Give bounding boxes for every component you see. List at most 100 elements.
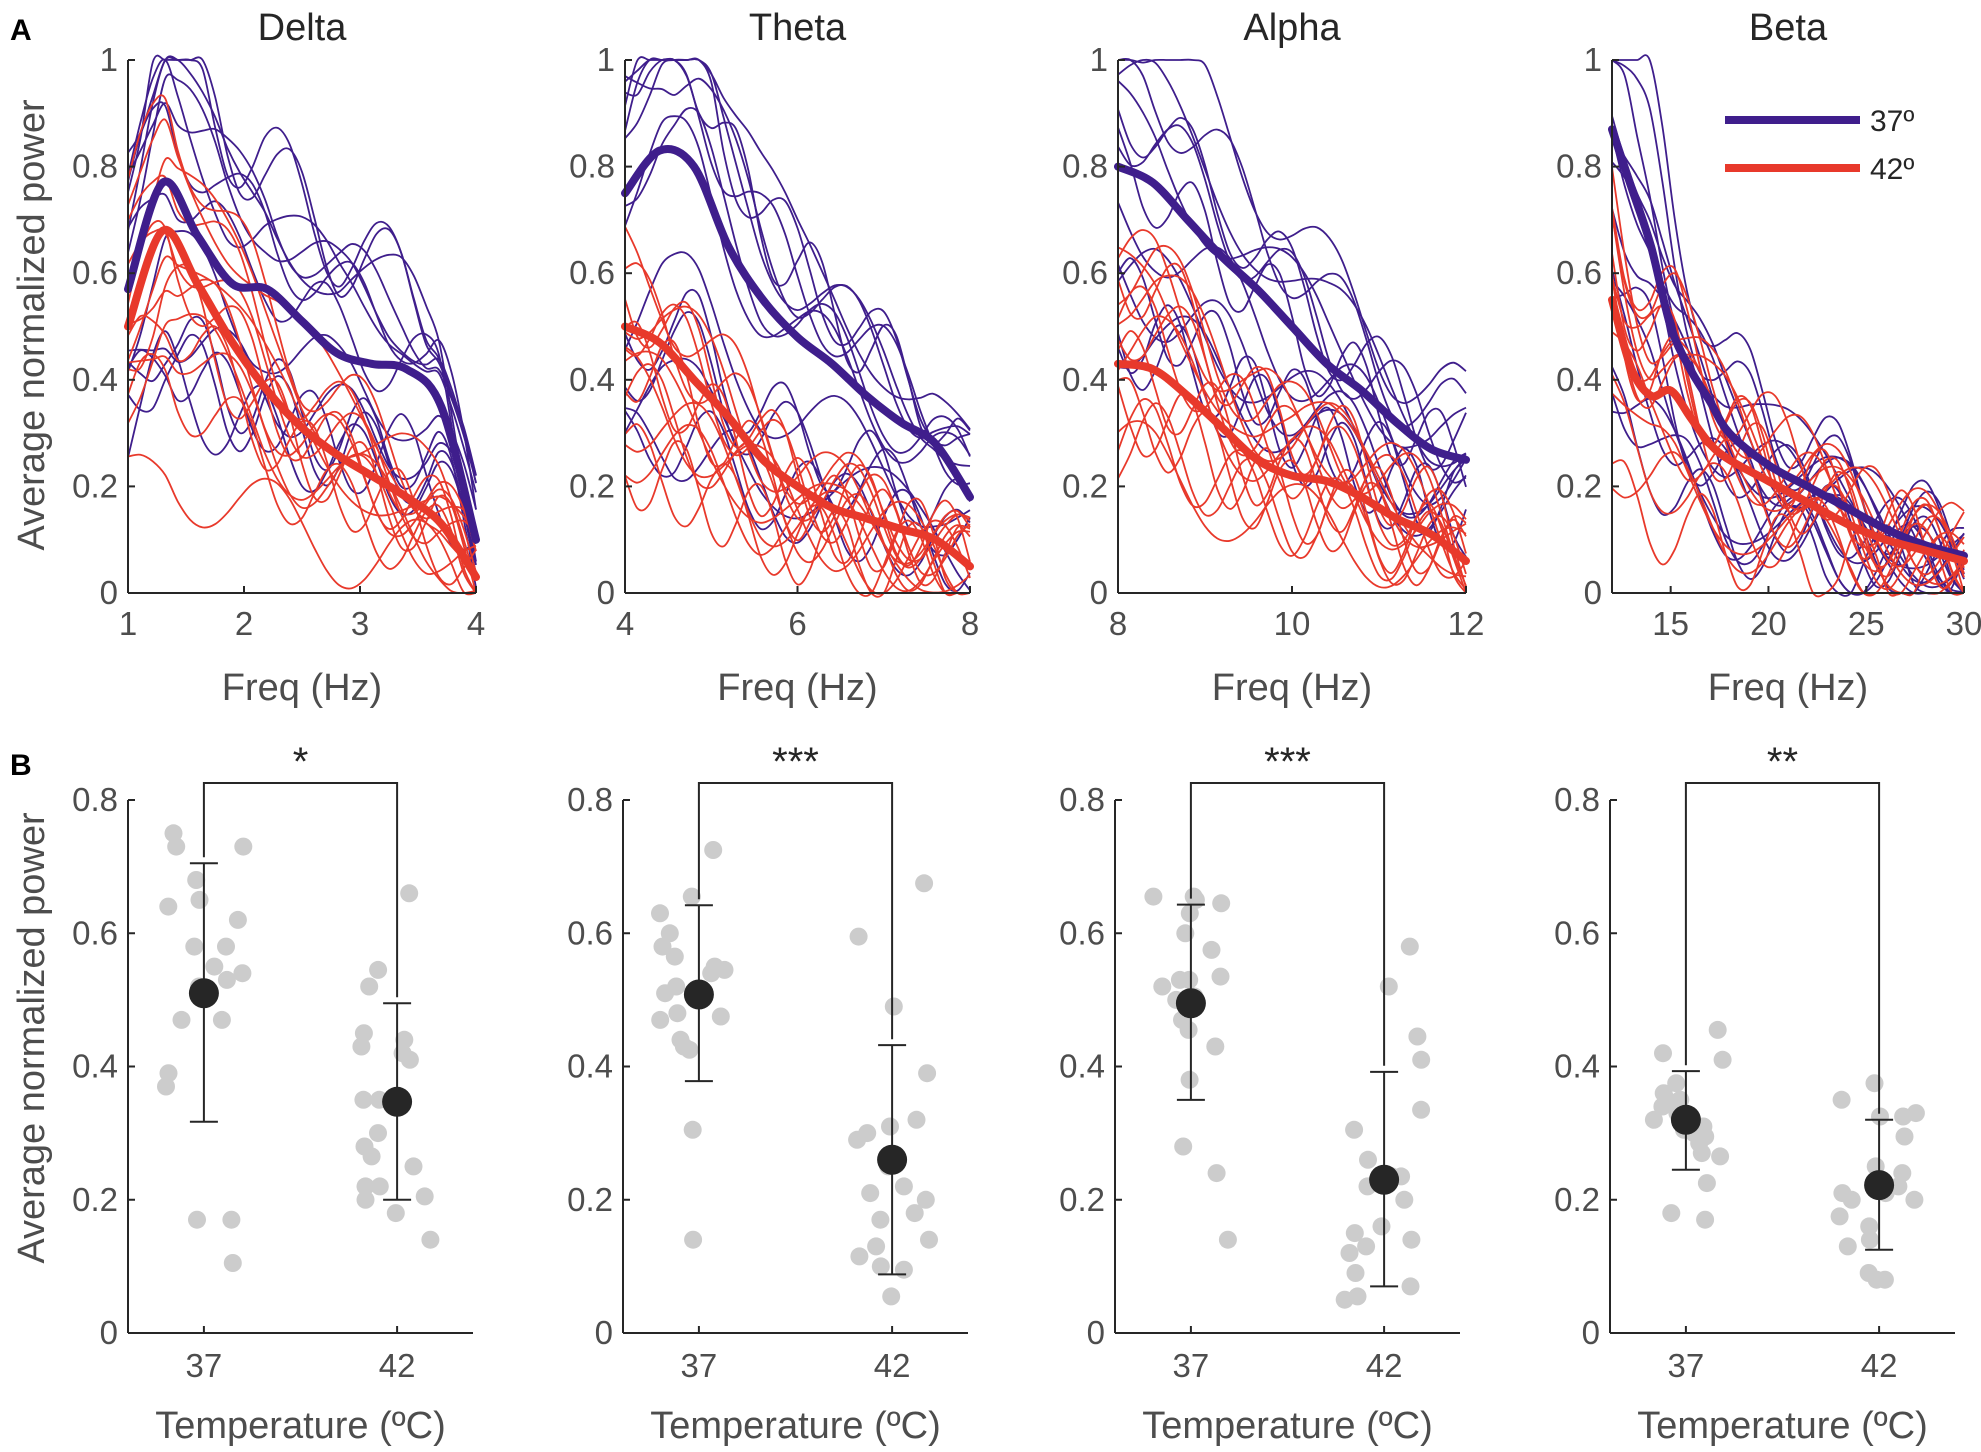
significance-bracket bbox=[697, 782, 894, 1040]
trace-line bbox=[1117, 58, 1467, 468]
data-point bbox=[680, 1040, 699, 1059]
y-tick-label: 0.4 bbox=[567, 1048, 613, 1085]
data-point bbox=[1894, 1107, 1913, 1126]
data-point bbox=[665, 947, 684, 966]
data-point bbox=[1346, 1264, 1365, 1282]
trace-line bbox=[1117, 330, 1467, 575]
significance-stars: *** bbox=[772, 740, 819, 784]
data-point bbox=[916, 1190, 935, 1209]
data-point bbox=[400, 1050, 419, 1069]
x-tick-label: 10 bbox=[1274, 605, 1311, 642]
legend: 37º 42º bbox=[1725, 105, 1914, 186]
y-tick-label: 0.8 bbox=[1059, 781, 1105, 818]
trace-line bbox=[127, 55, 477, 562]
trace-line bbox=[1117, 305, 1467, 579]
data-point bbox=[1357, 1237, 1376, 1256]
data-point bbox=[1395, 1190, 1414, 1209]
series-line-42 bbox=[621, 322, 974, 571]
y-tick-label: 1 bbox=[1584, 41, 1602, 78]
data-point bbox=[167, 837, 186, 856]
data-point bbox=[1657, 1090, 1676, 1109]
data-point bbox=[1654, 1044, 1672, 1063]
y-tick-label: 0.2 bbox=[72, 1181, 118, 1218]
data-point bbox=[884, 997, 903, 1016]
data-point bbox=[1696, 1210, 1715, 1229]
trace-line bbox=[1117, 304, 1467, 549]
data-point bbox=[362, 1147, 381, 1166]
data-point bbox=[1202, 940, 1221, 959]
data-point bbox=[704, 841, 723, 859]
data-point bbox=[1345, 1120, 1364, 1139]
trace-line bbox=[624, 262, 971, 569]
trace-line bbox=[1611, 59, 1965, 570]
y-tick-label: 0.6 bbox=[1059, 914, 1105, 951]
trace-line bbox=[1117, 402, 1467, 586]
y-tick-label: 0 bbox=[100, 1314, 118, 1351]
trace-line bbox=[1117, 385, 1467, 594]
data-point bbox=[682, 887, 701, 906]
x-tick-label: 20 bbox=[1750, 605, 1787, 642]
data-point bbox=[1842, 1190, 1861, 1209]
x-tick-label: 42 bbox=[379, 1347, 416, 1384]
y-axis-label-a: Average normalized power bbox=[11, 99, 53, 551]
data-point bbox=[651, 1010, 670, 1029]
y-tick-label: 0 bbox=[597, 574, 615, 611]
data-point bbox=[1871, 1107, 1889, 1126]
data-point bbox=[370, 1177, 389, 1196]
trace-line bbox=[624, 320, 971, 587]
line-chart-beta: 0 0.2 0.4 0.6 0.8 1 15 20 25 30 Beta Freq (Hz) bbox=[1556, 7, 1981, 709]
y-tick-label: 0 bbox=[100, 574, 118, 611]
data-point bbox=[1830, 1207, 1849, 1226]
data-point bbox=[233, 964, 252, 983]
mean-point-42 bbox=[1369, 1164, 1400, 1195]
data-point bbox=[915, 874, 934, 893]
data-point bbox=[871, 1210, 890, 1229]
data-point bbox=[1180, 904, 1199, 923]
y-tick-label: 0 bbox=[1087, 1314, 1105, 1351]
data-point bbox=[1180, 970, 1199, 989]
y-tick-label: 0.8 bbox=[72, 781, 118, 818]
data-point bbox=[1372, 1217, 1391, 1236]
y-tick-label: 1 bbox=[100, 41, 118, 78]
trace-line bbox=[1117, 246, 1467, 578]
x-tick-label: 37 bbox=[1173, 1347, 1210, 1384]
trace-line bbox=[624, 346, 971, 596]
trace-line bbox=[624, 115, 971, 464]
y-axis-label-b: Average normalized power bbox=[11, 812, 53, 1264]
series-line-42 bbox=[1608, 295, 1968, 565]
trace-line bbox=[1611, 331, 1965, 591]
data-point bbox=[172, 1010, 191, 1029]
data-point bbox=[1153, 977, 1172, 996]
y-tick-label: 0 bbox=[1090, 574, 1108, 611]
x-tick-label: 42 bbox=[1366, 1347, 1403, 1384]
trace-line bbox=[624, 363, 971, 592]
data-point bbox=[190, 890, 209, 909]
trace-line bbox=[127, 229, 477, 510]
trace-line bbox=[127, 94, 477, 529]
chart-title: Beta bbox=[1749, 7, 1828, 49]
x-axis-label: Freq (Hz) bbox=[1708, 667, 1868, 709]
data-point bbox=[369, 960, 388, 979]
trace-line bbox=[1611, 214, 1965, 574]
chart-title: Delta bbox=[258, 7, 348, 49]
trace-line bbox=[1117, 201, 1467, 506]
data-point bbox=[1144, 887, 1163, 906]
data-point bbox=[400, 884, 419, 903]
mean-point-37 bbox=[1670, 1104, 1701, 1135]
y-tick-label: 0.8 bbox=[567, 781, 613, 818]
y-tick-label: 0.2 bbox=[72, 467, 118, 504]
series-line-37 bbox=[1114, 162, 1470, 464]
trace-line bbox=[1117, 229, 1467, 591]
data-point bbox=[205, 957, 224, 976]
data-point bbox=[1174, 1137, 1193, 1156]
line-chart-alpha: 0 0.2 0.4 0.6 0.8 1 8 10 12 Alpha Freq (Hz) bbox=[1062, 7, 1484, 709]
data-point bbox=[1697, 1174, 1716, 1193]
data-point bbox=[1893, 1164, 1912, 1183]
x-tick-label: 42 bbox=[874, 1347, 911, 1384]
trace-line bbox=[1611, 161, 1965, 571]
y-tick-label: 0 bbox=[1584, 574, 1602, 611]
data-point bbox=[882, 1287, 901, 1306]
data-point bbox=[217, 970, 236, 989]
data-point bbox=[159, 1064, 178, 1083]
trace-line bbox=[127, 102, 477, 483]
